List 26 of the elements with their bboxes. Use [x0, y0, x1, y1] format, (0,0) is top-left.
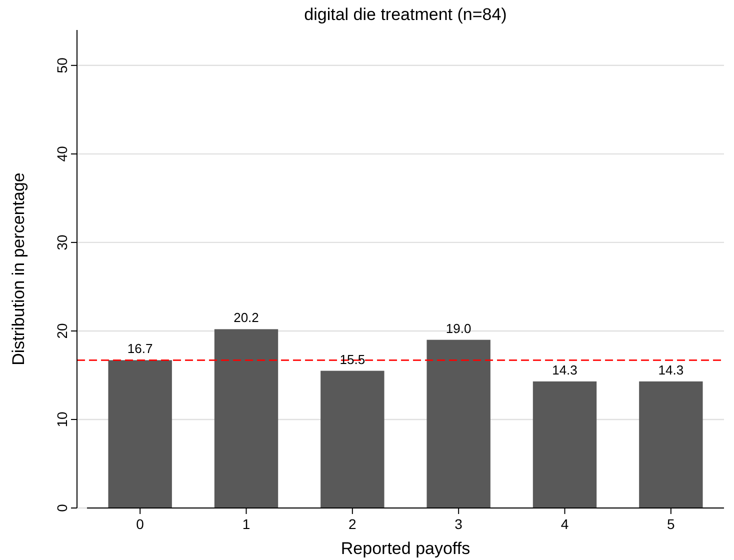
x-tick-label: 3 — [454, 516, 463, 532]
data-label: 14.3 — [552, 362, 578, 378]
data-label: 14.3 — [658, 362, 684, 378]
data-label: 19.0 — [446, 320, 472, 336]
bar — [108, 360, 172, 508]
x-tick-label: 4 — [560, 516, 569, 532]
x-tick-label: 2 — [348, 516, 357, 532]
x-tick-label: 1 — [242, 516, 250, 532]
bar — [320, 370, 384, 508]
y-tick-label: 30 — [54, 234, 70, 250]
x-tick-label: 5 — [667, 516, 676, 532]
x-tick-label: 0 — [136, 516, 144, 532]
chart-title: digital die treatment (n=84) — [304, 5, 507, 24]
data-label: 16.7 — [127, 341, 153, 356]
bar — [532, 381, 597, 508]
y-tick-label: 50 — [54, 57, 70, 74]
y-tick-label: 40 — [54, 146, 70, 162]
y-tick-label: 20 — [54, 322, 70, 339]
bar — [214, 329, 278, 508]
data-label: 20.2 — [234, 310, 259, 326]
y-tick-label: 10 — [54, 411, 70, 428]
y-axis-title: Distribution in percentage — [9, 172, 28, 366]
bar — [639, 381, 703, 508]
y-tick-label: 0 — [54, 504, 70, 512]
bar — [426, 340, 490, 508]
x-axis-title: Reported payoffs — [340, 539, 470, 558]
